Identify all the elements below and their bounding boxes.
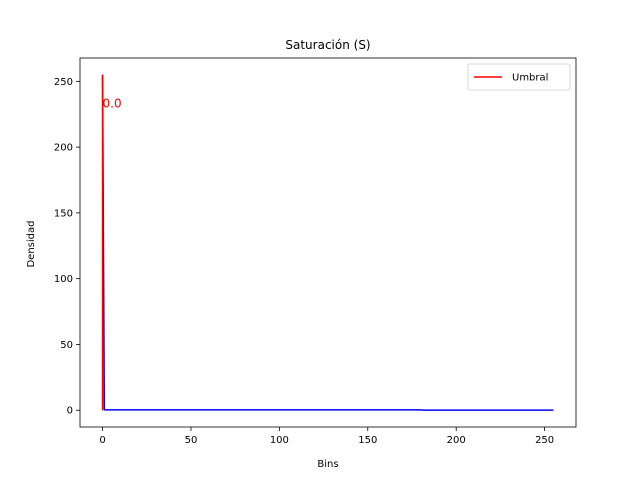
y-tick-label: 100 bbox=[54, 274, 73, 285]
axes: 0 50 100 150 200 250 0 50 100 150 200 250 bbox=[54, 57, 577, 446]
legend: Umbral bbox=[467, 63, 571, 91]
y-tick-label: 0 bbox=[67, 406, 73, 417]
series-line-histogram bbox=[101, 74, 554, 411]
axes-frame bbox=[79, 57, 577, 428]
x-tick-label: 200 bbox=[447, 435, 466, 446]
x-axis-label: Bins bbox=[317, 459, 338, 470]
legend-label-umbral: Umbral bbox=[512, 73, 548, 84]
annotation-label: 0.0 bbox=[103, 97, 122, 111]
x-tick-label: 150 bbox=[358, 435, 377, 446]
y-tick-label: 50 bbox=[60, 340, 73, 351]
x-tick-label: 250 bbox=[535, 435, 554, 446]
y-tick-label: 150 bbox=[54, 208, 73, 219]
x-tick-label: 100 bbox=[270, 435, 289, 446]
y-axis-label: Densidad bbox=[26, 220, 37, 267]
y-tick-label: 250 bbox=[54, 77, 73, 88]
plot-area: 0.0 bbox=[101, 74, 554, 411]
legend-box bbox=[467, 63, 571, 91]
x-tick-label: 50 bbox=[185, 435, 198, 446]
chart-title: Saturación (S) bbox=[285, 38, 370, 52]
y-tick-label: 200 bbox=[54, 143, 73, 154]
x-tick-label: 0 bbox=[99, 435, 105, 446]
